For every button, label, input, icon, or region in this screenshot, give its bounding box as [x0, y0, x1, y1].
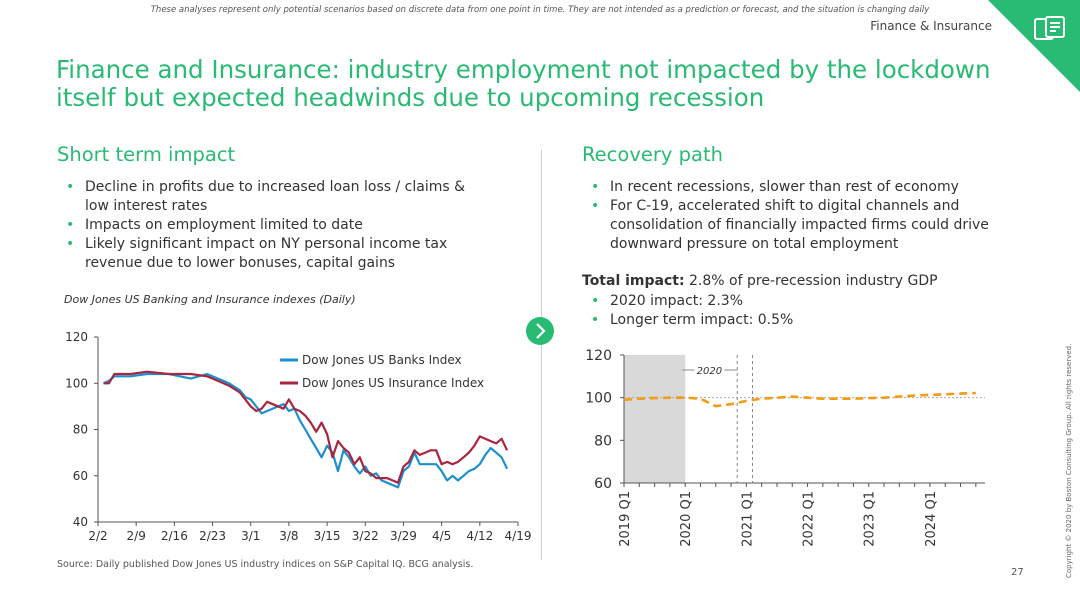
bullet-text: downward pressure on total employment [610, 236, 899, 252]
page-number: 27 [1011, 567, 1024, 578]
x-tick-label: 2/16 [161, 529, 188, 543]
bullet-item: Impacts on employment limited to date [57, 216, 517, 235]
y-tick-label: 60 [594, 476, 612, 492]
bullet-item: Longer term impact: 0.5% [582, 311, 982, 330]
y-tick-label: 80 [594, 433, 612, 449]
bullet-item: For C-19, accelerated shift to digital c… [582, 197, 1052, 254]
shaded-period [624, 355, 686, 483]
short-term-bullets: Decline in profits due to increased loan… [57, 178, 517, 273]
short-term-heading: Short term impact [57, 143, 236, 166]
bullet-item: Decline in profits due to increased loan… [57, 178, 517, 216]
bullet-text: 2020 impact: 2.3% [610, 293, 743, 309]
x-tick-label: 2022 Q1 [802, 491, 817, 547]
recovery-bullets: In recent recessions, slower than rest o… [582, 178, 1052, 254]
x-tick-label: 2/2 [88, 529, 107, 543]
dow-jones-chart: 40 60 80 100 120 2/2 2/9 2/16 2/23 3/1 3/8 3/15 3/22… [65, 330, 532, 543]
legend-label: Dow Jones US Banks Index [302, 353, 462, 367]
y-tick-label: 100 [65, 376, 88, 390]
bullet-text: For C-19, accelerated shift to digital c… [610, 198, 960, 214]
title-line-2: itself but expected headwinds due to upc… [56, 83, 765, 112]
y-tick-label: 60 [73, 469, 88, 483]
bullet-text: consolidation of financially impacted fi… [610, 217, 989, 233]
bullet-text: low interest rates [85, 198, 208, 214]
x-tick-label: 4/5 [432, 529, 451, 543]
recovery-heading: Recovery path [582, 143, 723, 166]
bullet-text: revenue due to lower bonuses, capital ga… [85, 255, 396, 271]
x-tick-label: 2024 Q1 [924, 491, 939, 547]
y-tick-label: 120 [585, 348, 612, 364]
x-tick-label: 3/1 [241, 529, 260, 543]
bullet-text: Longer term impact: 0.5% [610, 312, 794, 328]
next-arrow-button[interactable] [526, 317, 554, 345]
corner-badge [988, 0, 1080, 92]
x-tick-label: 3/8 [279, 529, 298, 543]
y-tick-label: 40 [73, 515, 88, 529]
bullet-item: 2020 impact: 2.3% [582, 292, 982, 311]
bullet-text: Impacts on employment limited to date [85, 217, 363, 233]
bullet-text: In recent recessions, slower than rest o… [610, 179, 959, 195]
y-tick-label: 120 [65, 330, 88, 344]
x-tick-label: 4/12 [466, 529, 493, 543]
column-divider [541, 150, 542, 560]
y-tick-label: 80 [73, 423, 88, 437]
bullet-text: Likely significant impact on NY personal… [85, 236, 448, 252]
annotation-bg [694, 362, 725, 376]
legend-label: Dow Jones US Insurance Index [302, 376, 484, 390]
copyright: Copyright © 2020 by Boston Consulting Gr… [1065, 343, 1073, 578]
recovery-chart: 60 80 100 120 2019 Q1 2020 Q1 2021 Q1 2022 Q1 20… [585, 348, 985, 547]
series-line [103, 370, 509, 484]
forecast-line [623, 391, 976, 408]
series-line [103, 372, 509, 489]
chevron-right-icon [536, 323, 546, 339]
title-line-1: Finance and Insurance: industry employme… [56, 55, 991, 84]
section-label: Finance & Insurance [870, 19, 992, 33]
x-tick-label: 3/15 [314, 529, 341, 543]
x-tick-label: 2/23 [199, 529, 226, 543]
x-tick-label: 4/19 [505, 529, 532, 543]
x-tick-label: 2023 Q1 [863, 491, 878, 547]
x-tick-label: 2019 Q1 [618, 491, 633, 547]
total-impact-text: 2.8% of pre-recession industry GDP [684, 273, 938, 289]
source-note: Source: Daily published Dow Jones US ind… [57, 559, 474, 570]
x-tick-label: 2/9 [127, 529, 146, 543]
impact-bullets: 2020 impact: 2.3% Longer term impact: 0.5… [582, 292, 982, 330]
bullet-text: Decline in profits due to increased loan… [85, 179, 466, 195]
y-tick-label: 100 [585, 391, 612, 407]
bullet-item: In recent recessions, slower than rest o… [582, 178, 1052, 197]
total-impact-label: Total impact: [582, 273, 685, 289]
x-tick-label: 3/29 [390, 529, 417, 543]
x-tick-label: 3/22 [352, 529, 379, 543]
total-impact: Total impact: 2.8% of pre-recession indu… [582, 273, 938, 289]
finance-icon [1034, 16, 1065, 40]
bullet-item: Likely significant impact on NY personal… [57, 235, 517, 273]
chart-caption: Dow Jones US Banking and Insurance index… [64, 293, 356, 306]
disclaimer: These analyses represent only potential … [150, 5, 930, 15]
annotation-2020: 2020 [697, 366, 722, 377]
page-title: Finance and Insurance: industry employme… [56, 56, 1016, 112]
x-tick-label: 2021 Q1 [740, 491, 755, 547]
x-tick-label: 2020 Q1 [679, 491, 694, 547]
